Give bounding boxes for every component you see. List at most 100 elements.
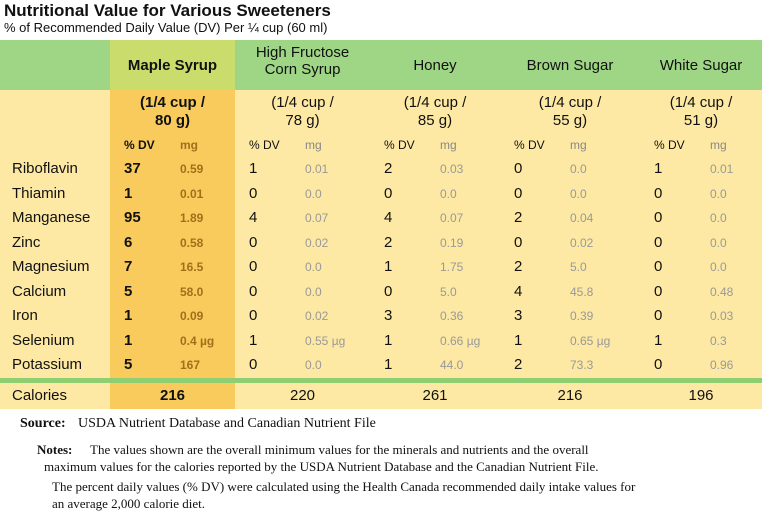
calories-value: 261: [422, 387, 448, 404]
serving-size: 78 g): [285, 112, 320, 129]
column-name: Honey: [413, 57, 457, 74]
mg-value: 45.8: [570, 284, 594, 299]
mg-value: 0.66 µg: [440, 333, 481, 348]
dv-value: 37: [124, 160, 141, 177]
mg-value: 0.4 µg: [180, 333, 215, 348]
mg-value: 0.0: [305, 284, 322, 299]
nutrient-label: Zinc: [12, 233, 41, 251]
serving-size: 85 g): [417, 112, 453, 129]
mg-value: 0.39: [570, 309, 594, 323]
mg-value: 0.02: [305, 309, 329, 323]
mg-value: 0.07: [440, 211, 464, 225]
dv-value: 0: [654, 307, 663, 324]
nutrient-label: Thiamin: [12, 184, 66, 202]
calories-label: Calories: [12, 387, 68, 404]
dv-value: 2: [384, 233, 393, 251]
mg-value: 0.19: [440, 235, 464, 250]
serving-size: (1/4 cup /: [139, 94, 206, 111]
notes-line: an average 2,000 calorie diet.: [52, 496, 206, 511]
mg-value: 0.04: [570, 211, 594, 225]
mg-value: 0.0: [710, 235, 727, 250]
mg-value: 0.03: [710, 309, 734, 323]
maple-calories: [110, 383, 235, 409]
serving-size: 55 g): [552, 112, 588, 129]
dv-value: 1: [249, 331, 258, 349]
calories-value: 220: [289, 387, 316, 404]
dv-value: 4: [384, 209, 393, 226]
dv-value: 7: [124, 258, 133, 275]
mg-value: 0.0: [305, 358, 322, 372]
mg-label: mg: [180, 138, 198, 152]
column-name: High Fructose Corn Syrup: [255, 44, 350, 78]
dv-value: 0: [654, 184, 663, 202]
dv-value: 1: [654, 160, 663, 177]
nutrient-label: Calcium: [12, 282, 67, 300]
serving-size: (1/4 cup /: [669, 94, 733, 111]
dv-value: 2: [514, 258, 523, 275]
dv-value: 6: [124, 233, 133, 251]
dv-value: 4: [514, 282, 523, 300]
serving-size: (1/4 cup /: [271, 94, 334, 111]
dv-value: 3: [384, 307, 393, 324]
dv-value: 0: [654, 356, 663, 373]
dv-value: 1: [654, 331, 663, 349]
dv-value: 4: [249, 209, 258, 226]
title: Nutritional Value for Various Sweeteners: [4, 1, 331, 20]
dv-value: 5: [124, 356, 133, 373]
mg-value: 0.03: [440, 162, 464, 176]
dv-label: % DV: [514, 138, 545, 152]
column-name: Brown Sugar: [526, 57, 614, 74]
mg-value: 0.01: [305, 162, 329, 176]
dv-value: 1: [124, 307, 133, 324]
column-name: White Sugar: [659, 57, 743, 74]
dv-label: % DV: [124, 138, 155, 152]
mg-value: 0.0: [710, 211, 727, 225]
subtitle: % of Recommended Daily Value (DV) Per ¼ …: [4, 20, 328, 35]
mg-value: 0.0: [305, 260, 322, 274]
mg-value: 0.09: [180, 309, 204, 323]
mg-value: 0.36: [440, 309, 464, 323]
dv-label: % DV: [384, 138, 415, 152]
nutrient-label: Selenium: [12, 331, 75, 349]
mg-value: 0.0: [305, 186, 322, 201]
dv-value: 0: [514, 160, 523, 177]
dv-value: 2: [514, 209, 523, 226]
mg-value: 0.65 µg: [570, 333, 611, 348]
maple-column: [110, 90, 235, 380]
dv-value: 0: [654, 258, 663, 275]
mg-label: mg: [305, 138, 322, 152]
notes-line: The values shown are the overall minimum…: [90, 442, 589, 457]
column-name: Maple Syrup: [127, 57, 218, 74]
dv-value: 95: [124, 209, 141, 226]
mg-value: 0.0: [570, 162, 587, 176]
dv-label: % DV: [654, 138, 685, 152]
source-text: USDA Nutrient Database and Canadian Nutr…: [78, 416, 376, 431]
dv-value: 1: [249, 160, 258, 177]
mg-value: 0.48: [710, 284, 734, 299]
dv-label: % DV: [249, 138, 280, 152]
dv-value: 0: [384, 184, 393, 202]
mg-value: 0.3: [710, 333, 727, 348]
mg-value: 0.55 µg: [305, 333, 346, 348]
dv-value: 0: [514, 184, 523, 202]
dv-value: 0: [249, 233, 258, 251]
nutrient-label: Potassium: [12, 356, 83, 373]
dv-value: 2: [384, 160, 393, 177]
mg-label: mg: [570, 138, 587, 152]
nutrient-label: Iron: [12, 307, 38, 324]
dv-value: 1: [384, 258, 393, 275]
dv-value: 1: [124, 184, 133, 202]
mg-value: 0.59: [180, 162, 204, 176]
mg-value: 0.02: [305, 235, 329, 250]
mg-value: 0.0: [440, 186, 457, 201]
dv-value: 0: [249, 282, 258, 300]
calories-value: 196: [688, 387, 714, 404]
serving-size: 80 g): [154, 112, 190, 129]
dv-value: 1: [514, 331, 523, 349]
dv-value: 2: [514, 356, 523, 373]
divider: [0, 378, 762, 383]
dv-value: 3: [514, 307, 523, 324]
calories-value: 216: [557, 387, 583, 404]
dv-value: 1: [384, 331, 393, 349]
mg-value: 0.01: [710, 162, 734, 176]
